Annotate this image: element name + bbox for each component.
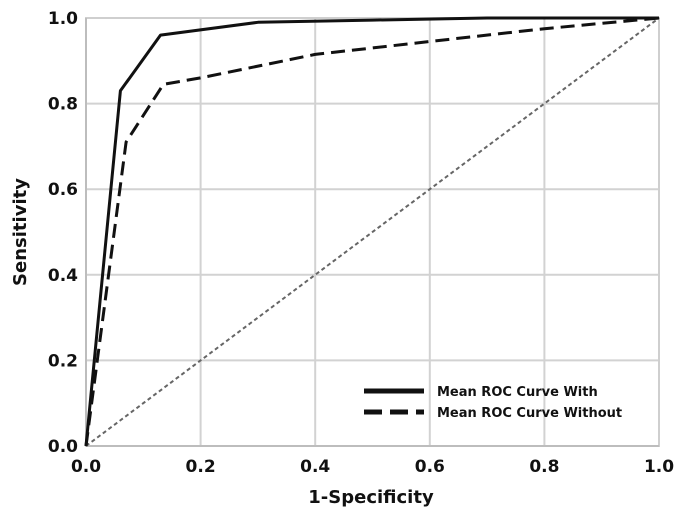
plot-frame: [85, 17, 660, 447]
y-tick-label: 0.0: [48, 437, 78, 457]
x-tick-label: 0.6: [415, 457, 445, 477]
roc-curve-with-line: [84, 16, 659, 447]
roc-curve-without-line: [84, 16, 660, 447]
y-tick-label: 0.6: [48, 180, 78, 200]
x-tick-label: 0.2: [186, 457, 216, 477]
chance-diagonal-line: [85, 17, 660, 447]
x-tick-label: 1.0: [644, 457, 674, 477]
x-tick-label: 0.0: [71, 457, 101, 477]
series-lines: [84, 16, 660, 447]
y-tick-label: 0.2: [48, 351, 78, 371]
x-tick-label: 0.4: [300, 457, 330, 477]
y-tick-label: 1.0: [48, 9, 78, 29]
x-tick-label: 0.8: [529, 457, 559, 477]
y-axis-title: Sensitivity: [10, 178, 31, 286]
y-tick-label: 0.4: [48, 266, 78, 286]
tick-labels: 0.0 0.2 0.4 0.6 0.8 1.0 0.0 0.2 0.4 0.6 0.8 1.0: [48, 9, 674, 477]
x-axis-title: 1-Specificity: [308, 487, 434, 508]
y-tick-label: 0.8: [48, 95, 78, 115]
legend: Mean ROC Curve With Mean ROC Curve Witho…: [364, 385, 622, 421]
legend-label-without: Mean ROC Curve Without: [437, 406, 622, 421]
legend-label-with: Mean ROC Curve With: [437, 385, 598, 400]
grid: [86, 18, 659, 446]
